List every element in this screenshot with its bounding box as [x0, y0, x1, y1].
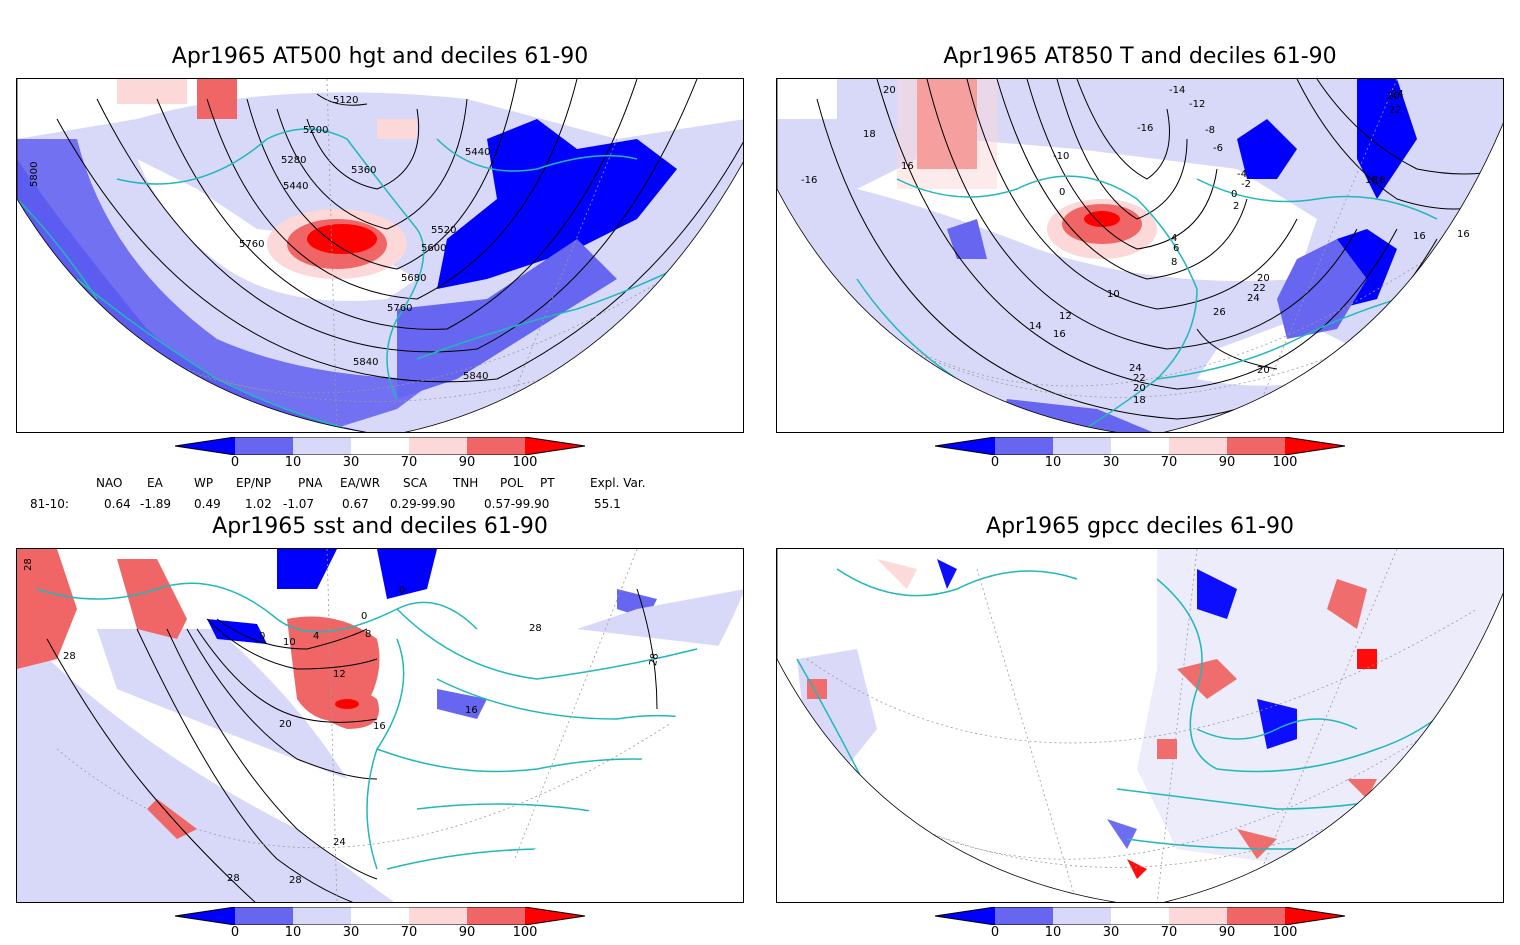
svg-text:24: 24 [1129, 363, 1142, 374]
map-panel-sst: 28 28 0 0 0 4 8 10 12 16 16 20 24 28 28 … [16, 548, 744, 903]
svg-text:20: 20 [1257, 273, 1270, 284]
svg-text:-6: -6 [1213, 143, 1223, 154]
svg-text:2: 2 [1233, 201, 1239, 212]
svg-text:5760: 5760 [239, 239, 264, 250]
svg-text:10: 10 [1107, 289, 1120, 300]
svg-text:28: 28 [529, 623, 542, 634]
svg-text:16: 16 [373, 721, 386, 732]
svg-text:18: 18 [863, 129, 876, 140]
svg-text:0: 0 [259, 631, 265, 642]
svg-text:5840: 5840 [353, 357, 378, 368]
svg-text:28: 28 [63, 651, 76, 662]
contour-labels-sst: 28 28 0 0 0 4 8 10 12 16 16 20 24 28 28 … [23, 558, 661, 886]
svg-text:0: 0 [1231, 189, 1237, 200]
map-panel-gpcc [776, 548, 1504, 903]
svg-text:5600: 5600 [421, 243, 446, 254]
svg-text:28: 28 [227, 873, 240, 884]
svg-text:5440: 5440 [465, 147, 490, 158]
svg-text:14: 14 [1029, 321, 1042, 332]
map-panel-t850: 20 18 16 -16 -14 -12 -16 -10 -8 -6 -4 -2… [776, 78, 1504, 433]
svg-text:28: 28 [289, 875, 302, 886]
contour-labels-hgt: 5120 5200 5280 5440 5360 5440 5520 5600 … [29, 95, 490, 382]
svg-text:-14: -14 [1169, 85, 1185, 96]
svg-text:5200: 5200 [303, 125, 328, 136]
colorbar-2: 0 10 30 70 90 100 [934, 436, 1355, 475]
svg-text:20: 20 [1387, 91, 1400, 102]
svg-text:20: 20 [1133, 383, 1146, 394]
svg-text:18: 18 [1365, 175, 1378, 186]
svg-text:22: 22 [1253, 283, 1266, 294]
svg-text:8: 8 [1171, 257, 1177, 268]
svg-text:-2: -2 [1241, 179, 1251, 190]
svg-text:6: 6 [1173, 243, 1179, 254]
svg-text:-10: -10 [1053, 151, 1069, 162]
svg-text:24: 24 [1391, 89, 1404, 100]
panel-title-t850: Apr1965 AT850 T and deciles 61-90 [943, 44, 1337, 69]
svg-text:0: 0 [361, 611, 367, 622]
svg-text:5440: 5440 [283, 181, 308, 192]
svg-text:5520: 5520 [431, 225, 456, 236]
panel-title-gpcc: Apr1965 gpcc deciles 61-90 [986, 514, 1294, 539]
svg-text:5360: 5360 [351, 165, 376, 176]
svg-text:16: 16 [901, 161, 914, 172]
svg-text:12: 12 [333, 669, 346, 680]
svg-text:-4: -4 [1237, 169, 1247, 180]
svg-text:8: 8 [365, 629, 371, 640]
svg-text:-16: -16 [801, 175, 817, 186]
svg-text:28: 28 [648, 652, 661, 666]
svg-text:18: 18 [1133, 395, 1146, 406]
svg-text:5120: 5120 [333, 95, 358, 106]
svg-text:0: 0 [399, 585, 405, 596]
svg-text:-8: -8 [1205, 125, 1215, 136]
svg-text:-12: -12 [1189, 99, 1205, 110]
panel-title-sst: Apr1965 sst and deciles 61-90 [212, 514, 548, 539]
svg-text:5760: 5760 [387, 303, 412, 314]
svg-text:20: 20 [883, 85, 896, 96]
svg-text:4: 4 [313, 631, 319, 642]
contour-labels-t850: 20 18 16 -16 -14 -12 -16 -10 -8 -6 -4 -2… [801, 85, 1470, 406]
svg-text:16: 16 [1457, 229, 1470, 240]
svg-text:16: 16 [1413, 231, 1426, 242]
svg-text:16: 16 [1053, 329, 1066, 340]
svg-text:-16: -16 [1137, 123, 1153, 134]
map-panel-hgt: 5120 5200 5280 5440 5360 5440 5520 5600 … [16, 78, 744, 433]
svg-text:5840: 5840 [463, 371, 488, 382]
svg-text:24: 24 [333, 837, 346, 848]
svg-text:4: 4 [1171, 233, 1177, 244]
svg-text:0: 0 [1059, 187, 1065, 198]
svg-text:20: 20 [279, 719, 292, 730]
colorbar-3: 0 10 30 70 90 100 [174, 906, 595, 945]
panel-title-hgt: Apr1965 AT500 hgt and deciles 61-90 [171, 44, 589, 69]
svg-text:16: 16 [465, 705, 478, 716]
colorbar-4: 0 10 30 70 90 100 [934, 906, 1355, 945]
colorbar-1: 0 10 30 70 90 100 [174, 436, 595, 475]
svg-text:18: 18 [1373, 175, 1386, 186]
svg-text:10: 10 [283, 637, 296, 648]
svg-text:24: 24 [1247, 293, 1260, 304]
svg-text:20: 20 [1257, 365, 1270, 376]
svg-text:5800: 5800 [29, 162, 40, 187]
svg-text:5280: 5280 [281, 155, 306, 166]
svg-text:28: 28 [23, 558, 34, 571]
svg-text:26: 26 [1213, 307, 1226, 318]
svg-text:22: 22 [1133, 373, 1146, 384]
svg-text:12: 12 [1059, 311, 1072, 322]
svg-text:5680: 5680 [401, 273, 426, 284]
svg-text:22: 22 [1389, 105, 1402, 116]
